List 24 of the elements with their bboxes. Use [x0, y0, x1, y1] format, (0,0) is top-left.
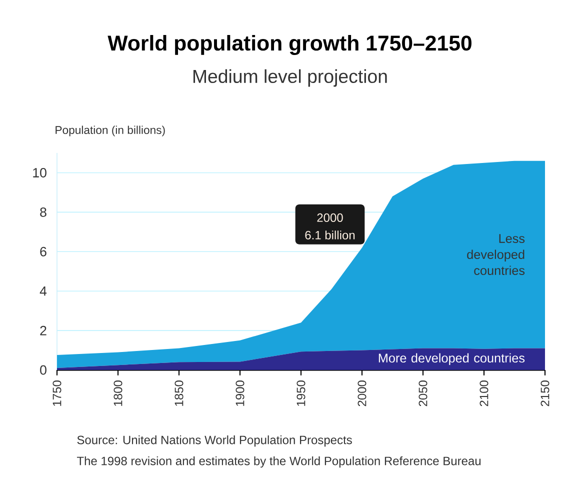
y-tick-label: 4: [40, 286, 47, 296]
x-tick-label: 1750: [52, 380, 62, 406]
y-tick-label: 6: [40, 246, 46, 256]
y-tick-label: 10: [33, 168, 46, 178]
chart-subtitle: Medium level projection: [193, 69, 387, 87]
x-tick-label: 1800: [114, 380, 122, 406]
x-tick-label: 2100: [480, 380, 488, 406]
x-tick-label: 2050: [418, 380, 428, 406]
x-tick-label: 2150: [540, 380, 550, 406]
series-label: Less developed countries: [467, 234, 525, 276]
y-tick-label: 8: [40, 207, 46, 217]
source-note: Source: United Nations World Population Prospects: [77, 435, 352, 447]
x-tick-label: 1850: [174, 380, 184, 406]
y-tick-label: 0: [40, 365, 46, 375]
y-tick-label: 2: [40, 326, 46, 336]
text: The 1998 revision and estimates by the World Population Reference Bureau: [76, 456, 481, 468]
chart-title: World population growth 1750–2150: [108, 35, 472, 55]
x-tick-label: 1950: [296, 380, 306, 406]
annotation: 6.1 billion: [305, 230, 355, 240]
y-axis-title: Population (in billions): [56, 126, 165, 136]
x-tick-label: 1900: [236, 380, 244, 406]
x-tick-label: 2000: [358, 380, 366, 406]
annotation: 2000: [317, 213, 343, 222]
series-label: More developed countries: [378, 353, 525, 366]
